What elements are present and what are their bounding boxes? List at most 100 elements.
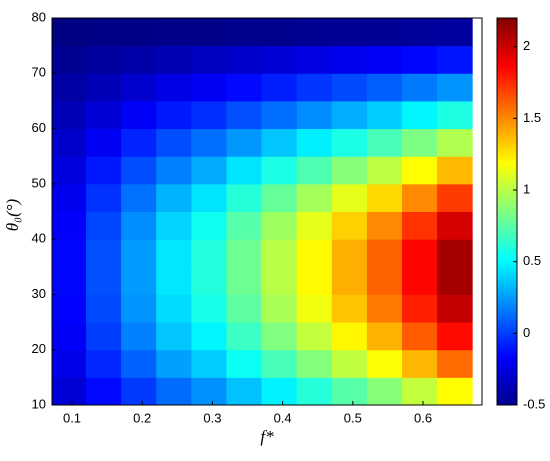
contour-cell	[401, 211, 438, 240]
contour-cell	[86, 128, 122, 157]
contour-cell	[52, 322, 87, 351]
contour-cell	[366, 211, 403, 240]
contour-cell	[86, 266, 122, 295]
contour-cell	[261, 211, 298, 240]
contour-cell	[331, 73, 368, 102]
contour-cell	[52, 183, 87, 212]
colorbar	[496, 17, 518, 406]
contour-cell	[401, 73, 438, 102]
contour-cell	[366, 73, 403, 102]
contour-cell	[226, 156, 263, 185]
contour-cell	[191, 73, 227, 102]
contour-cell	[366, 266, 403, 295]
contour-cell	[437, 100, 473, 130]
contour-cell	[401, 239, 438, 268]
contour-cell	[401, 18, 438, 47]
contour-cell	[226, 100, 263, 130]
contour-cell	[437, 266, 473, 295]
contour-cell	[191, 18, 227, 47]
contour-cell	[366, 100, 403, 130]
colorbar-tick-label: 0	[523, 325, 530, 340]
plot-frame	[51, 17, 483, 406]
contour-cell	[296, 322, 333, 351]
contour-cell	[366, 239, 403, 268]
contour-cell	[156, 73, 192, 102]
contour-cell	[261, 294, 298, 323]
contour-cell	[401, 349, 438, 378]
contour-cell	[226, 73, 263, 102]
contour-cell	[52, 211, 87, 240]
contour-cell	[296, 45, 333, 74]
contour-cell	[86, 73, 122, 102]
contour-cell	[156, 266, 192, 295]
contour-cell	[156, 128, 192, 157]
contour-cell	[437, 73, 473, 102]
contour-cell	[156, 349, 192, 378]
contour-cell	[261, 239, 298, 268]
contour-cell	[86, 294, 122, 323]
contour-cell	[86, 100, 122, 130]
contour-cell	[121, 377, 157, 405]
contour-cell	[52, 294, 87, 323]
contour-cell	[52, 18, 87, 47]
contour-cell	[121, 211, 157, 240]
contour-cell	[437, 128, 473, 157]
plot-area	[52, 18, 473, 405]
contour-cell	[191, 266, 227, 295]
colorbar-tick-label: 2	[523, 38, 530, 53]
contour-cell	[121, 322, 157, 351]
contour-cell	[366, 349, 403, 378]
x-tick-label: 0.6	[414, 410, 432, 425]
contour-cell	[296, 156, 333, 185]
contour-cell	[401, 294, 438, 323]
contour-cell	[156, 211, 192, 240]
contour-cell	[261, 349, 298, 378]
contour-cell	[296, 128, 333, 157]
contour-cell	[366, 128, 403, 157]
contour-cell	[86, 183, 122, 212]
contour-cell	[191, 239, 227, 268]
contour-cell	[156, 183, 192, 212]
colorbar-tick-label: 0.5	[523, 253, 541, 268]
contour-cell	[331, 211, 368, 240]
contour-cell	[226, 18, 263, 47]
contour-cell	[296, 211, 333, 240]
contour-cell	[191, 156, 227, 185]
contour-cell	[331, 349, 368, 378]
contour-cell	[86, 211, 122, 240]
contour-cell	[52, 128, 87, 157]
contour-cell	[437, 349, 473, 378]
contour-cell	[366, 156, 403, 185]
contour-cell	[191, 128, 227, 157]
y-tick-label: 60	[32, 120, 46, 135]
contour-cell	[121, 156, 157, 185]
contour-cell	[191, 100, 227, 130]
contour-cell	[366, 377, 403, 405]
contour-cell	[121, 294, 157, 323]
contour-cell	[86, 156, 122, 185]
contour-cell	[156, 239, 192, 268]
contour-cell	[261, 156, 298, 185]
contour-cell	[156, 322, 192, 351]
colorbar-tick-label: 1	[523, 181, 530, 196]
contour-cell	[226, 266, 263, 295]
contour-cell	[261, 73, 298, 102]
contour-cell	[121, 183, 157, 212]
contour-cell	[191, 183, 227, 212]
contour-cell	[226, 211, 263, 240]
contour-cell	[296, 349, 333, 378]
contour-cell	[331, 294, 368, 323]
x-tick-label: 0.4	[274, 410, 292, 425]
contour-cell	[401, 183, 438, 212]
contour-cell	[401, 45, 438, 74]
contour-cell	[156, 377, 192, 405]
contour-cell	[52, 73, 87, 102]
contour-cell	[331, 266, 368, 295]
contour-cell	[296, 239, 333, 268]
contour-cell	[331, 322, 368, 351]
contour-cell	[261, 183, 298, 212]
contour-cell	[261, 128, 298, 157]
contour-cell	[86, 239, 122, 268]
y-tick-label: 10	[32, 396, 46, 411]
y-tick-label: 20	[32, 341, 46, 356]
